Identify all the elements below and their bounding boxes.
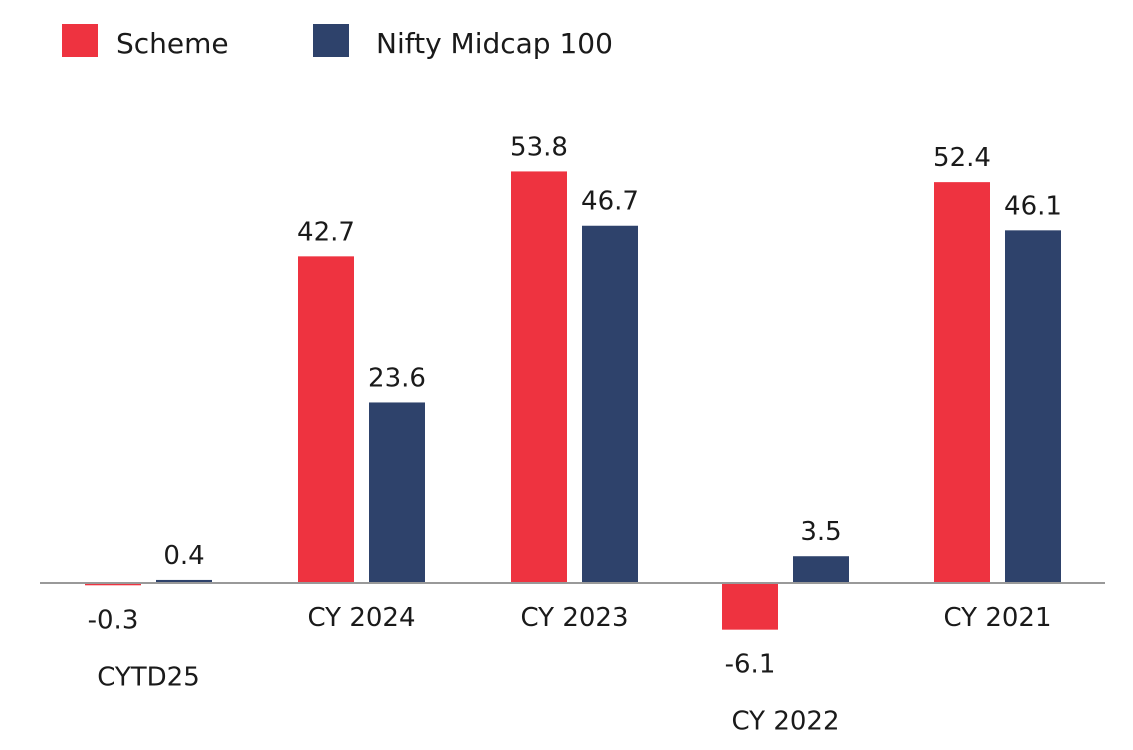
value-label-scheme-cy-2023: 53.8 [510,132,568,162]
value-label-scheme-cy-2022: -6.1 [725,650,776,680]
bars [85,171,1061,630]
legend-swatch-nifty-midcap-100 [313,24,349,57]
value-label-scheme-cy-2024: 42.7 [297,217,355,247]
value-label-nifty-midcap-100-cytd25: 0.4 [163,541,204,571]
category-label-cy-2023: CY 2023 [520,603,628,633]
legend-label-nifty-midcap-100: Nifty Midcap 100 [376,27,613,60]
category-label-cy-2021: CY 2021 [943,603,1051,633]
bar-nifty-midcap-100-cy-2024 [369,402,425,583]
value-label-scheme-cy-2021: 52.4 [933,143,991,173]
value-label-nifty-midcap-100-cy-2021: 46.1 [1004,191,1062,221]
category-labels: CYTD25 CY 2024 CY 2023 CY 2022 CY 2021 [97,603,1051,737]
bar-scheme-cytd25 [85,583,141,586]
bar-nifty-midcap-100-cy-2021 [1005,230,1061,583]
bar-scheme-cy-2022 [722,583,778,630]
bar-nifty-midcap-100-cytd25 [156,579,212,583]
bar-scheme-cy-2023 [511,171,567,583]
value-labels: -0.3 0.4 42.7 23.6 53.8 46.7 -6.1 3.5 52.4 46.1 [88,132,1062,679]
bar-nifty-midcap-100-cy-2023 [582,225,638,583]
category-label-cytd25: CYTD25 [97,662,200,692]
category-label-cy-2022: CY 2022 [731,707,839,737]
bar-nifty-midcap-100-cy-2022 [793,556,849,583]
bar-scheme-cy-2024 [298,256,354,583]
value-label-nifty-midcap-100-cy-2024: 23.6 [368,363,426,393]
value-label-nifty-midcap-100-cy-2023: 46.7 [581,187,639,217]
bar-scheme-cy-2021 [934,182,990,583]
category-label-cy-2024: CY 2024 [307,603,415,633]
value-label-nifty-midcap-100-cy-2022: 3.5 [800,517,841,547]
value-label-scheme-cytd25: -0.3 [88,605,139,635]
legend-label-scheme: Scheme [116,27,229,60]
legend: Scheme Nifty Midcap 100 [62,24,613,60]
legend-swatch-scheme [62,24,98,57]
